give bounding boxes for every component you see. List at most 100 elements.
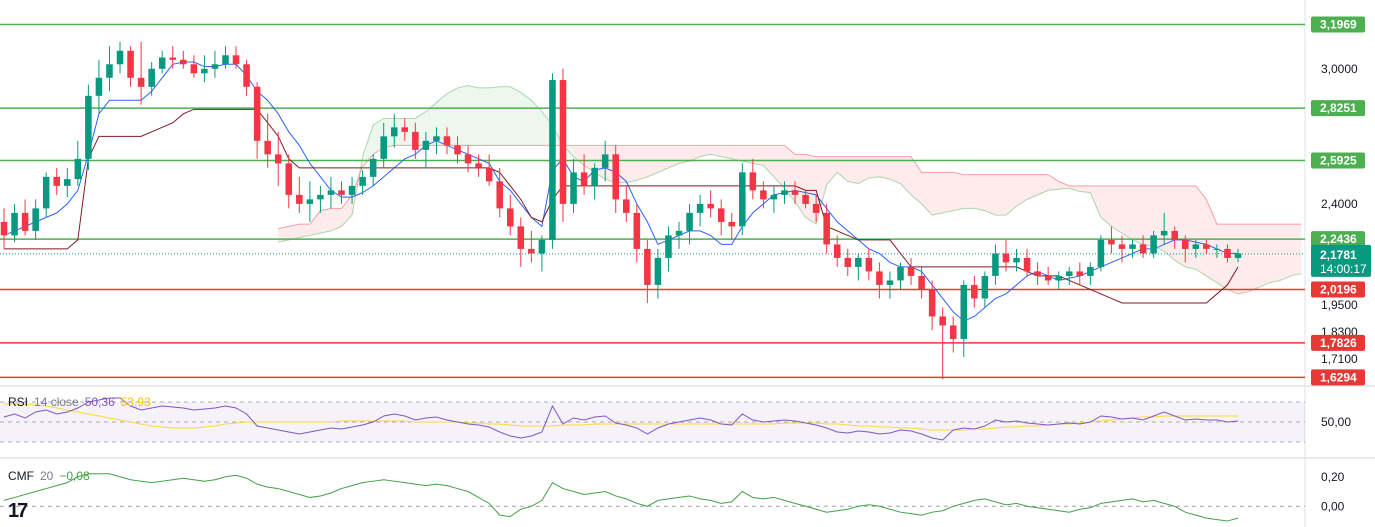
candle-body <box>306 199 314 204</box>
ichimoku-cloud-segment <box>1111 185 1122 234</box>
price-axis-tick: 2,4000 <box>1321 197 1358 211</box>
ichimoku-cloud-segment <box>1185 185 1196 270</box>
candle <box>11 203 18 243</box>
candle <box>475 154 482 177</box>
candle-body <box>1129 244 1136 249</box>
candle-body <box>443 136 451 146</box>
candle-body <box>1087 266 1094 276</box>
candle-body <box>496 181 503 209</box>
candle-body <box>928 289 936 317</box>
candle-body <box>390 127 398 137</box>
candle <box>53 167 61 195</box>
ichimoku-cloud-segment <box>1290 224 1302 276</box>
ichimoku-cloud-segment <box>1259 224 1270 288</box>
candle-body <box>1224 248 1231 258</box>
candle <box>876 262 883 299</box>
candle-body <box>1002 253 1010 263</box>
candle-body <box>1150 235 1157 254</box>
candle <box>317 185 324 213</box>
candle <box>264 113 271 168</box>
candle-body <box>243 64 250 87</box>
candle-body <box>781 190 788 195</box>
ichimoku-cloud-segment <box>1248 224 1260 292</box>
level-badge-bg <box>1311 369 1365 386</box>
candle <box>496 167 503 218</box>
ichimoku-cloud-segment <box>942 172 954 213</box>
candle <box>844 248 852 276</box>
candle <box>949 316 957 353</box>
candle-body <box>633 212 641 249</box>
candle <box>1108 226 1115 254</box>
candle-body <box>148 68 155 87</box>
candle <box>823 203 830 254</box>
ichimoku-cloud-segment <box>1143 185 1154 247</box>
ichimoku-cloud-segment <box>457 85 469 146</box>
candle <box>907 257 915 285</box>
candle <box>686 203 693 245</box>
candle <box>559 68 567 222</box>
candle <box>190 55 198 78</box>
candle <box>95 59 103 114</box>
cmf-legend-label: CMF <box>8 469 34 483</box>
candle-body <box>433 136 440 141</box>
candle-body <box>464 154 472 164</box>
level-price-badge: 2,0196 <box>1311 281 1365 298</box>
candle <box>696 194 704 227</box>
candle-body <box>528 248 535 254</box>
candle-body <box>1055 275 1062 281</box>
candle-body <box>1118 244 1126 249</box>
candle-body <box>380 136 387 159</box>
candle-body <box>580 172 588 186</box>
candle <box>739 163 746 236</box>
candle-body <box>538 239 546 254</box>
ichimoku-cloud-segment <box>1005 174 1017 216</box>
candle-body <box>833 244 841 258</box>
candle-body <box>855 257 862 267</box>
cmf-legend: CMF 20 −0,08 <box>8 469 96 483</box>
candle <box>180 50 187 69</box>
ichimoku-cloud-segment <box>795 154 806 218</box>
candle-body <box>64 179 71 186</box>
ichimoku-cloud-segment <box>879 156 890 180</box>
ichimoku-cloud-segment <box>837 156 848 182</box>
candle <box>612 145 619 213</box>
candle <box>454 136 461 164</box>
candle-body <box>612 154 619 200</box>
ichimoku-cloud-segment <box>784 145 796 202</box>
candle-body <box>707 203 714 209</box>
ichimoku-cloud-segment <box>1058 181 1070 190</box>
ichimoku-cloud-segment <box>889 156 901 184</box>
candle <box>1065 266 1073 285</box>
tradingview-logo[interactable]: 17 <box>8 500 28 523</box>
candle-body <box>369 158 377 177</box>
ichimoku-cloud-segment <box>446 87 458 146</box>
ichimoku-cloud-segment <box>963 174 975 209</box>
candle-body <box>422 140 430 150</box>
candle <box>1234 248 1242 263</box>
candle <box>85 84 92 171</box>
ichimoku-cloud-segment <box>1227 224 1238 294</box>
candle <box>32 199 39 240</box>
candle-body <box>654 257 662 285</box>
ichimoku-cloud-segment <box>1016 174 1028 207</box>
ichimoku-cloud-segment <box>478 87 490 146</box>
ichimoku-cloud-segment <box>953 172 964 211</box>
candle-body <box>876 271 883 285</box>
candle <box>1139 235 1147 258</box>
candle <box>918 266 925 299</box>
candle-body <box>665 235 672 258</box>
candle <box>1097 235 1105 272</box>
ichimoku-cloud-segment <box>984 174 996 216</box>
candle <box>169 46 177 69</box>
candle <box>717 199 725 236</box>
candle <box>1171 226 1178 249</box>
candle <box>897 262 904 290</box>
ichimoku-cloud-segment <box>584 145 595 173</box>
level-badge-bg <box>1311 152 1365 169</box>
candle-body <box>327 190 335 195</box>
candle <box>338 181 345 204</box>
ichimoku-cloud-segment <box>1121 185 1133 240</box>
candle-body <box>559 80 567 204</box>
candle <box>21 199 29 236</box>
